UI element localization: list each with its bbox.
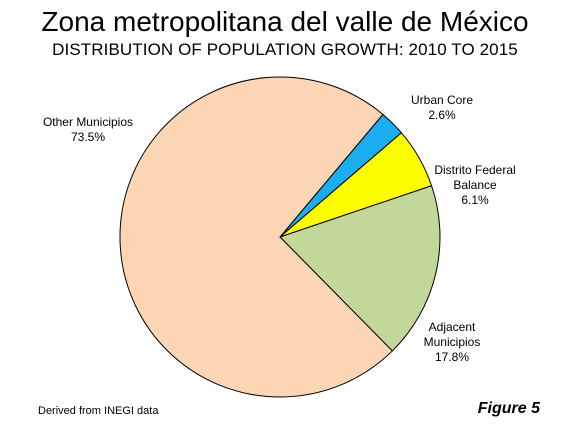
figure-label: Figure 5 (477, 400, 540, 417)
slice-label-0: Urban Core 2.6% (411, 93, 473, 122)
pie-slice-3 (119, 76, 394, 398)
source-note: Derived from INEGI data (38, 405, 159, 417)
pie-slice-2 (279, 185, 441, 352)
chart-subtitle: DISTRIBUTION OF POPULATION GROWTH: 2010 … (52, 40, 518, 59)
slice-label-3: Other Municipios 73.5% (43, 115, 133, 144)
slice-label-2: Adjacent Municipios 17.8% (424, 320, 481, 364)
chart-title: Zona metropolitana del valle de México (41, 6, 529, 37)
slice-label-1: Distrito Federal Balance 6.1% (434, 163, 515, 207)
